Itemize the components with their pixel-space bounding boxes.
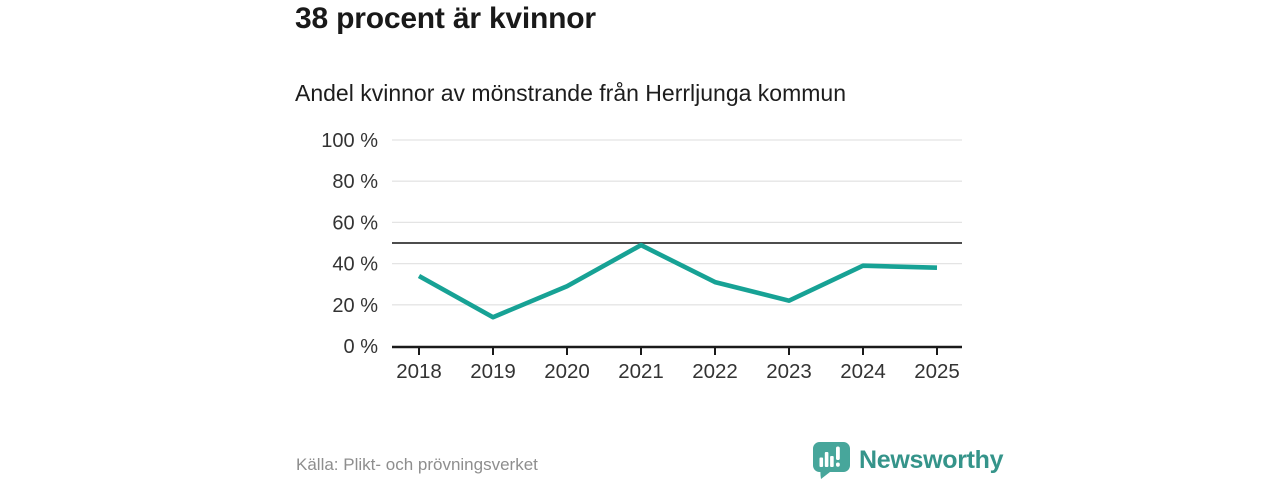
y-tick-label: 0 % <box>344 336 379 358</box>
newsworthy-logo: Newsworthy <box>813 442 1004 479</box>
chart-subtitle: Andel kvinnor av mönstrande från Herrlju… <box>295 80 846 106</box>
x-tick-label: 2024 <box>840 360 886 383</box>
data-line-andel-kvinnor <box>417 242 938 320</box>
y-tick-label: 80 % <box>332 171 378 193</box>
line-chart: 0 % 20 % 40 % 60 % 80 % 100 % 2018 2019 2020 2021… <box>320 126 970 392</box>
x-tick-label: 2021 <box>618 360 664 383</box>
newsworthy-chart-bubble-icon <box>813 442 850 479</box>
y-tick-label: 40 % <box>332 254 378 276</box>
x-tick-label: 2025 <box>914 360 960 383</box>
x-tick-label: 2020 <box>544 360 590 383</box>
x-tick-label: 2018 <box>396 360 442 383</box>
newsworthy-wordmark: Newsworthy <box>859 446 1004 474</box>
chart-title: 38 procent är kvinnor <box>295 2 596 35</box>
y-tick-label: 100 % <box>321 130 378 152</box>
y-tick-label: 60 % <box>332 212 378 234</box>
source-note: Källa: Plikt- och prövningsverket <box>296 455 538 474</box>
x-tick-label: 2022 <box>692 360 738 383</box>
x-tick-label: 2023 <box>766 360 812 383</box>
y-tick-label: 20 % <box>332 295 378 317</box>
line-chart-svg: 0 % 20 % 40 % 60 % 80 % 100 % 2018 2019 2020 2021… <box>321 130 962 383</box>
x-tick-label: 2019 <box>470 360 516 383</box>
